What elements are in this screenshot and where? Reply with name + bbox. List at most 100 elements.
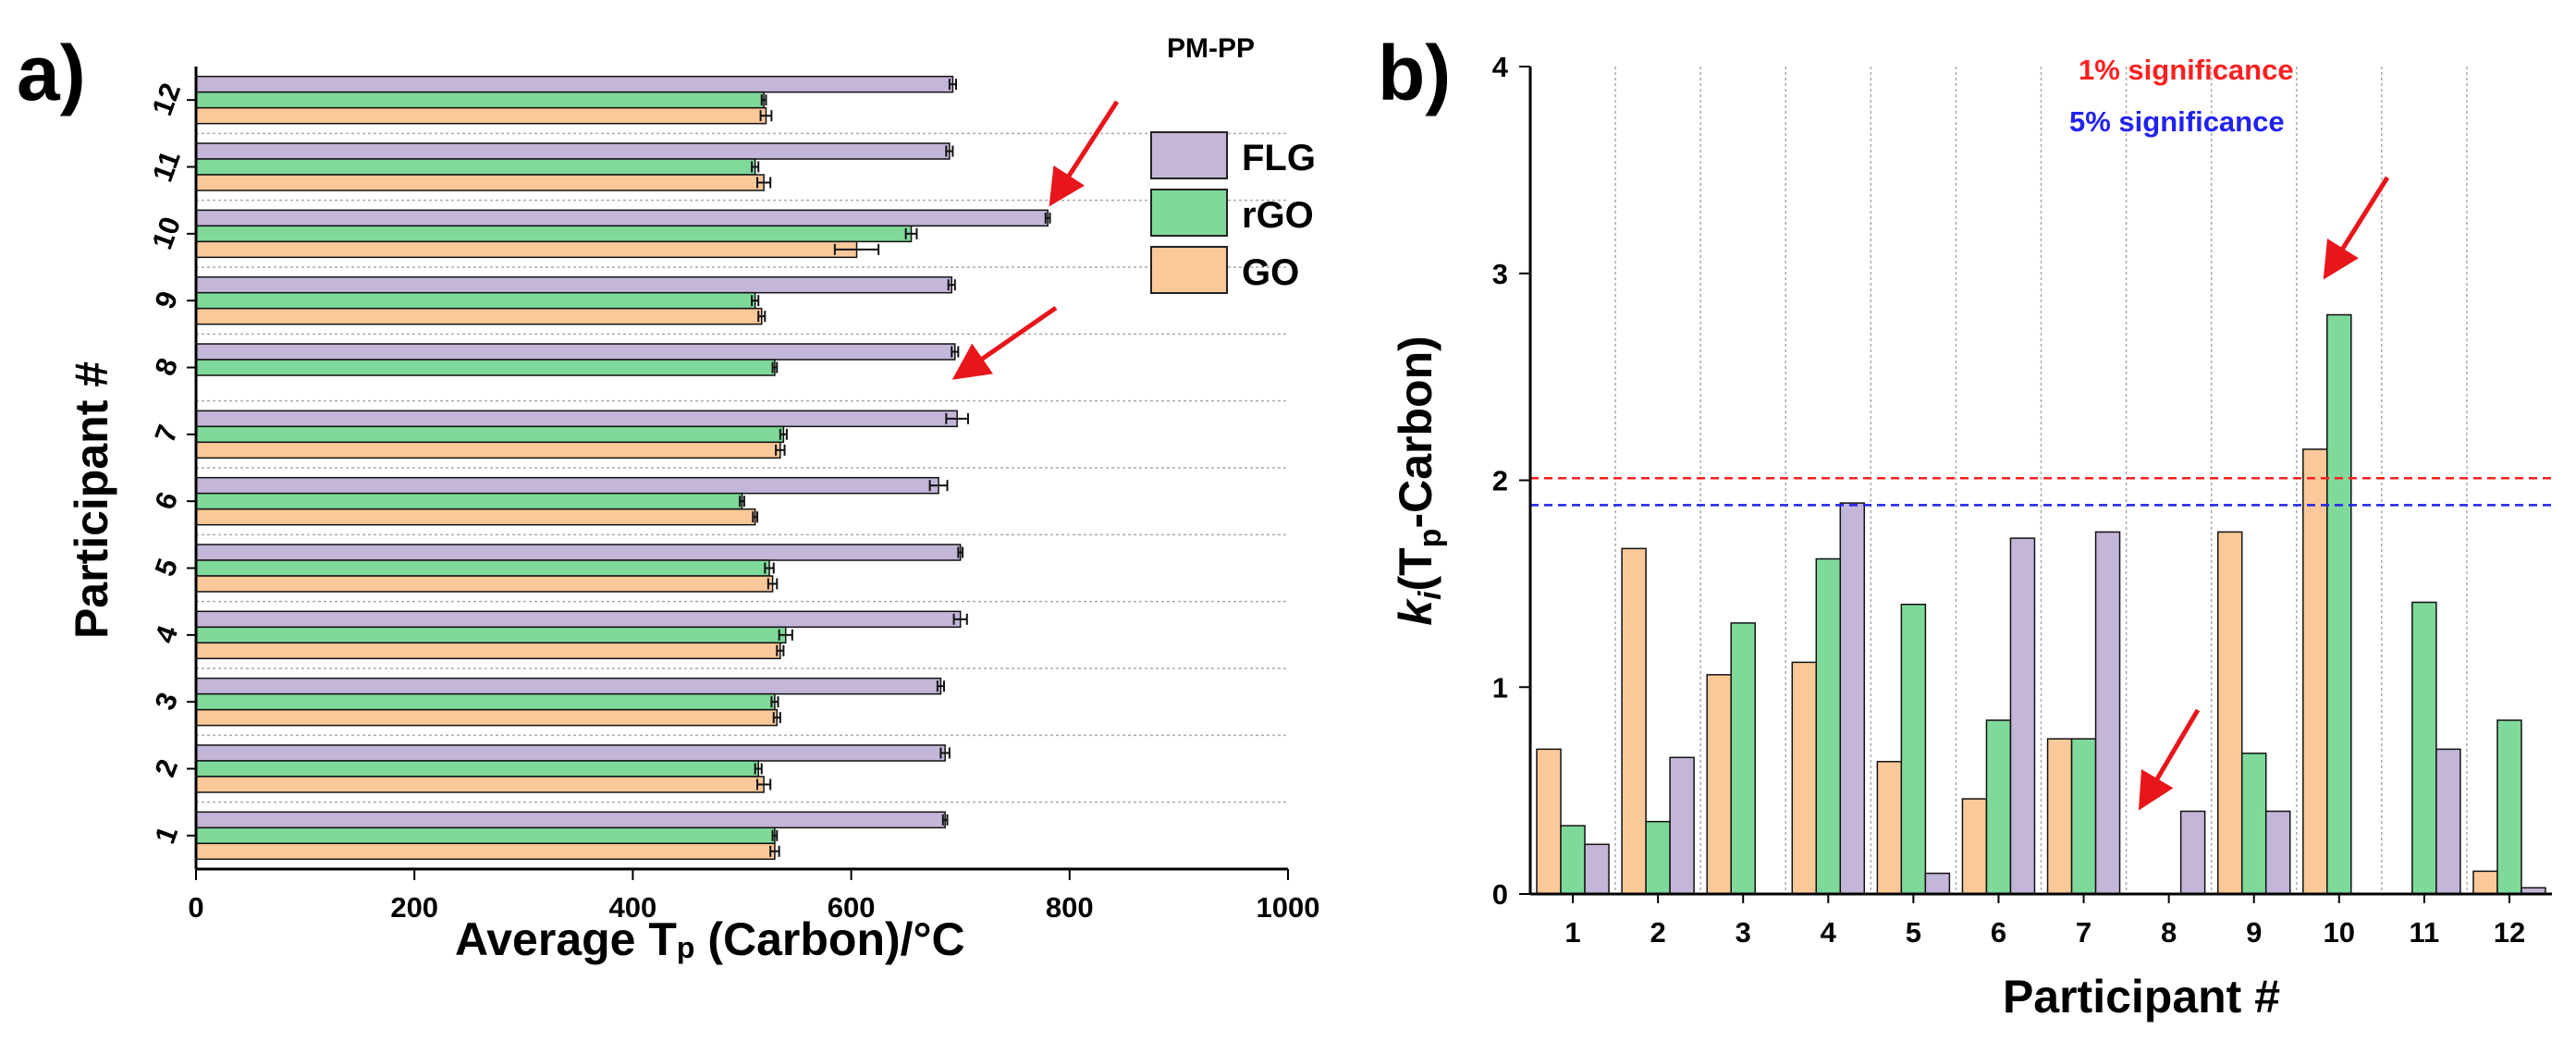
- y-tick-label: 2: [148, 755, 184, 781]
- bar-flg-p9: [195, 275, 953, 294]
- bar-go-p6: [1961, 798, 1988, 895]
- y-tick-label: 2: [1492, 465, 1508, 497]
- bar-flg-p10: [195, 209, 1049, 227]
- bar-flg-p11: [2435, 748, 2461, 895]
- bar-rgo-p2: [1645, 820, 1671, 895]
- x-tick-label: 9: [2246, 916, 2262, 949]
- bar-flg-p4: [1839, 502, 1866, 895]
- bar-rgo-p10: [195, 225, 913, 243]
- bar-rgo-p10: [2326, 313, 2352, 895]
- bar-go-p1: [195, 842, 776, 861]
- x-tick-label: 6: [1991, 916, 2006, 949]
- bar-rgo-p3: [195, 692, 776, 711]
- legend-label-go: GO: [1242, 252, 1299, 293]
- bar-rgo-p11: [2411, 601, 2437, 895]
- panel-a-label: a): [17, 30, 86, 116]
- bar-rgo-p6: [1985, 719, 2012, 895]
- panel-a-gridlines: [196, 132, 1288, 803]
- panel-b-threshold-lines: [1530, 477, 2552, 507]
- bar-flg-p8: [2179, 810, 2206, 895]
- x-tick-label: 3: [1736, 916, 1751, 949]
- bar-flg-p6: [2009, 537, 2036, 895]
- bar-go-p4: [1791, 661, 1818, 895]
- bar-flg-p5: [195, 544, 962, 561]
- panel-a-x-axis-title: Average Tp (Carbon)/°C: [455, 913, 965, 965]
- x-tick-label: 400: [609, 891, 657, 924]
- bar-rgo-p5: [195, 559, 770, 577]
- legend-swatch-rgo: [1150, 189, 1228, 237]
- bar-go-p10: [195, 240, 858, 259]
- bar-go-p12: [195, 106, 767, 125]
- y-tick-label: 3: [1492, 258, 1508, 290]
- bar-go-p10: [2302, 448, 2328, 895]
- sig-5-label: 5% significance: [2069, 105, 2285, 138]
- panel-b-arrow-participant-10: [2323, 176, 2390, 280]
- x-tick-label: 0: [188, 891, 203, 924]
- bar-flg-p7: [2094, 531, 2121, 895]
- panel-a-y-axis-title: Participant #: [66, 361, 117, 639]
- y-tick-label: 10: [145, 213, 187, 253]
- bar-go-p1: [1536, 748, 1562, 895]
- bar-rgo-p9: [2240, 753, 2267, 895]
- x-tick-label: 200: [390, 891, 438, 924]
- panel-a-arrow-participant-10: [1049, 100, 1120, 207]
- bar-rgo-p8: [195, 359, 776, 376]
- bar-rgo-p2: [195, 760, 759, 778]
- bar-rgo-p1: [1560, 825, 1586, 895]
- bar-flg-p8: [195, 343, 956, 361]
- bar-rgo-p3: [1730, 622, 1756, 895]
- legend-swatch-flg: [1150, 131, 1228, 179]
- x-tick-label: 10: [2324, 916, 2355, 949]
- bar-go-p11: [195, 174, 765, 191]
- bar-flg-p11: [195, 142, 951, 160]
- bar-go-p7: [195, 441, 781, 459]
- panel-b-axes: [1519, 66, 2552, 903]
- bar-flg-p7: [195, 410, 958, 428]
- bar-flg-p3: [195, 677, 942, 695]
- bar-go-p6: [195, 508, 756, 526]
- y-tick-label: 5: [148, 555, 184, 581]
- x-tick-label: 600: [828, 891, 876, 924]
- bar-flg-p5: [1924, 872, 1951, 895]
- x-tick-label: 2: [1650, 916, 1666, 949]
- x-tick-label: 1000: [1257, 891, 1320, 924]
- bar-go-p2: [195, 776, 765, 793]
- y-tick-label: 3: [148, 688, 184, 714]
- bar-rgo-p4: [195, 626, 787, 644]
- bar-flg-p2: [1669, 756, 1695, 895]
- bar-go-p3: [1706, 674, 1732, 895]
- x-tick-label: 8: [2161, 916, 2177, 949]
- bar-rgo-p4: [1815, 557, 1842, 895]
- bar-flg-p9: [2264, 810, 2291, 895]
- bar-go-p2: [1621, 547, 1647, 895]
- y-tick-label: 6: [148, 487, 184, 513]
- legend-swatch-go: [1150, 246, 1228, 294]
- x-tick-label: 5: [1906, 916, 1921, 949]
- bar-go-p3: [195, 708, 779, 727]
- bar-go-p12: [2472, 870, 2498, 895]
- panel-b-y-axis-title: ki(Tp-Carbon): [1390, 336, 1448, 626]
- bar-flg-p12: [195, 75, 954, 93]
- legend-title: PM-PP: [1167, 33, 1255, 64]
- y-tick-label: 11: [146, 146, 187, 186]
- bar-rgo-p11: [195, 158, 756, 176]
- panel-a-arrow-participant-8: [951, 305, 1058, 380]
- x-tick-label: 4: [1821, 916, 1837, 949]
- y-tick-label: 7: [148, 421, 184, 447]
- bar-go-p5: [1876, 761, 1903, 895]
- y-tick-label: 9: [148, 287, 184, 312]
- bar-rgo-p1: [195, 826, 776, 845]
- bar-flg-p6: [195, 476, 939, 495]
- panel-b-gridlines: [1614, 67, 2468, 894]
- y-tick-label: 4: [148, 620, 184, 647]
- sig-1-label: 1% significance: [2079, 54, 2294, 86]
- bar-go-p9: [2216, 531, 2243, 895]
- bar-flg-p2: [195, 744, 946, 762]
- x-tick-label: 12: [2494, 916, 2525, 949]
- y-tick-label: 4: [1492, 51, 1509, 83]
- bar-rgo-p6: [195, 492, 743, 510]
- y-tick-label: 8: [148, 354, 184, 380]
